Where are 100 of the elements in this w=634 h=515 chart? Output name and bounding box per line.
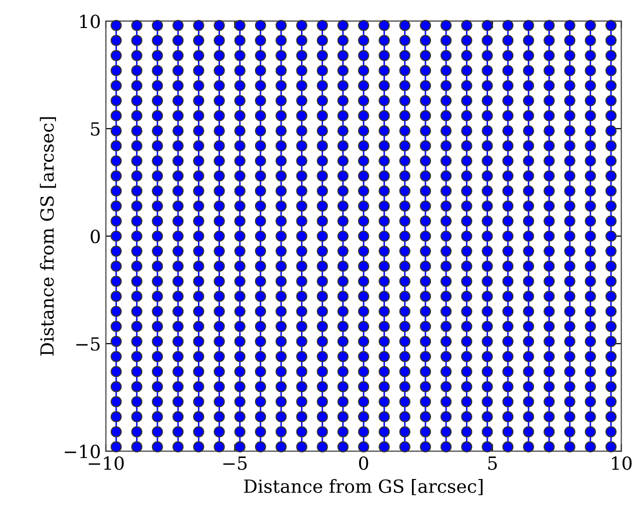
point	[276, 306, 287, 317]
point	[254, 246, 266, 257]
point	[276, 125, 287, 136]
point	[420, 20, 432, 31]
point	[152, 216, 163, 227]
point	[193, 230, 204, 242]
point	[110, 95, 122, 106]
point	[564, 34, 576, 46]
point	[276, 80, 287, 92]
point	[234, 320, 246, 332]
point	[131, 320, 142, 332]
point	[544, 366, 555, 378]
point	[482, 50, 493, 62]
point	[461, 80, 472, 92]
point	[605, 260, 617, 272]
point	[605, 336, 617, 348]
point	[399, 95, 410, 106]
point	[110, 20, 122, 31]
point	[399, 366, 410, 378]
point	[193, 366, 204, 378]
point	[522, 20, 534, 31]
point	[131, 155, 142, 166]
point	[172, 246, 184, 257]
point	[564, 366, 576, 378]
point	[440, 50, 452, 62]
point	[420, 381, 432, 392]
point	[316, 185, 328, 197]
point	[110, 34, 122, 46]
point	[110, 320, 122, 332]
point	[172, 260, 184, 272]
point	[605, 396, 617, 408]
point	[461, 320, 472, 332]
point	[544, 381, 555, 392]
point	[399, 306, 410, 317]
point	[358, 200, 370, 212]
point	[254, 185, 266, 197]
point	[564, 306, 576, 317]
point	[316, 396, 328, 408]
point	[276, 246, 287, 257]
point	[110, 170, 122, 182]
point	[440, 396, 452, 408]
point	[276, 411, 287, 422]
point	[584, 216, 596, 227]
point	[358, 65, 370, 76]
point	[605, 426, 617, 438]
point	[234, 260, 246, 272]
point	[234, 95, 246, 106]
point	[564, 350, 576, 362]
point	[337, 65, 349, 76]
point	[440, 306, 452, 317]
point	[461, 290, 472, 302]
point	[461, 140, 472, 152]
point	[131, 306, 142, 317]
point	[172, 336, 184, 348]
point	[399, 20, 410, 31]
point	[378, 246, 390, 257]
point	[502, 381, 514, 392]
point	[193, 441, 204, 452]
point	[316, 140, 328, 152]
point	[482, 34, 493, 46]
y-tick-label: 10	[80, 14, 100, 28]
point	[522, 95, 534, 106]
point	[316, 95, 328, 106]
point	[502, 95, 514, 106]
point	[172, 396, 184, 408]
point	[296, 306, 308, 317]
point	[584, 396, 596, 408]
point	[296, 140, 308, 152]
point	[172, 366, 184, 378]
point	[337, 185, 349, 197]
point	[214, 396, 225, 408]
point	[358, 276, 370, 287]
point	[378, 306, 390, 317]
point	[152, 411, 163, 422]
point	[522, 110, 534, 122]
point	[214, 216, 225, 227]
x-tick-label: 0	[359, 456, 368, 470]
point	[461, 65, 472, 76]
point	[502, 50, 514, 62]
point	[193, 20, 204, 31]
point	[337, 110, 349, 122]
point	[276, 95, 287, 106]
point	[440, 276, 452, 287]
point	[234, 20, 246, 31]
point	[172, 426, 184, 438]
point	[172, 95, 184, 106]
point	[482, 306, 493, 317]
point	[296, 366, 308, 378]
point	[605, 155, 617, 166]
point	[152, 170, 163, 182]
point	[193, 200, 204, 212]
point	[214, 185, 225, 197]
point	[337, 200, 349, 212]
point	[172, 320, 184, 332]
point	[254, 216, 266, 227]
point	[564, 50, 576, 62]
point	[605, 34, 617, 46]
point	[234, 140, 246, 152]
point	[337, 34, 349, 46]
point	[193, 306, 204, 317]
